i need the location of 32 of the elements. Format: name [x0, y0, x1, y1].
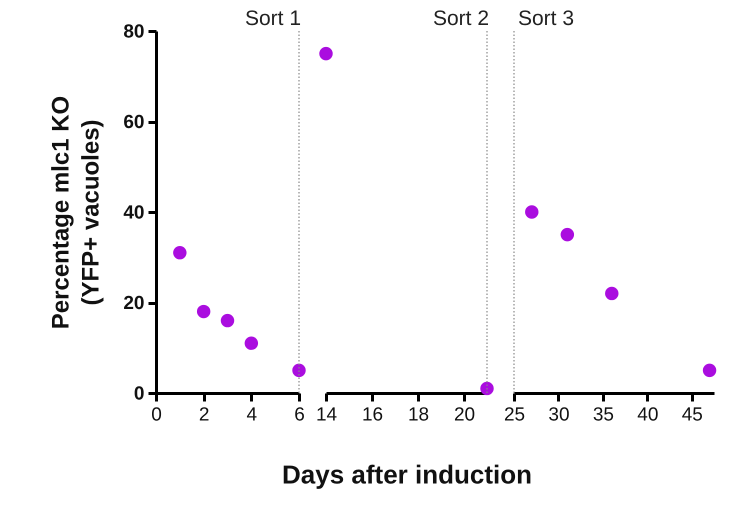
y-axis-title: Percentage mlc1 KO (YFP+ vacuoles)	[47, 96, 104, 330]
ref-line-label: Sort 2	[432, 7, 489, 30]
x-axis-title: Days after induction	[282, 460, 532, 490]
point	[244, 336, 258, 350]
y-tick-label: 80	[123, 22, 144, 42]
x-tick-label: 30	[548, 404, 570, 426]
x-tick-label: 20	[454, 404, 476, 426]
x-tick-label: 40	[637, 404, 658, 426]
x-tick-label: 2	[198, 404, 210, 426]
y-tick-label: 40	[123, 202, 144, 224]
point	[702, 364, 716, 378]
x-tick-label: 16	[362, 404, 384, 426]
x-tick-label: 0	[151, 404, 162, 426]
ref-line-label: Sort 3	[518, 7, 574, 30]
point	[525, 205, 538, 219]
point	[605, 286, 618, 300]
point	[292, 364, 306, 378]
x-tick-label: 45	[682, 404, 703, 426]
point	[173, 246, 187, 260]
y-tick-label: 0	[134, 384, 144, 404]
point	[196, 304, 210, 318]
point	[560, 228, 574, 242]
x-tick-label: 14	[316, 404, 338, 426]
y-tick-label: 20	[123, 293, 144, 314]
y-tick-label: 60	[123, 112, 144, 133]
x-tick-label: 25	[504, 404, 526, 426]
x-tick-label: 6	[294, 404, 305, 426]
x-tick-label: 18	[408, 404, 430, 426]
x-tick-label: 4	[246, 404, 258, 426]
ref-line-label: Sort 1	[244, 7, 301, 30]
point	[220, 314, 234, 328]
x-tick-label: 35	[592, 404, 614, 426]
